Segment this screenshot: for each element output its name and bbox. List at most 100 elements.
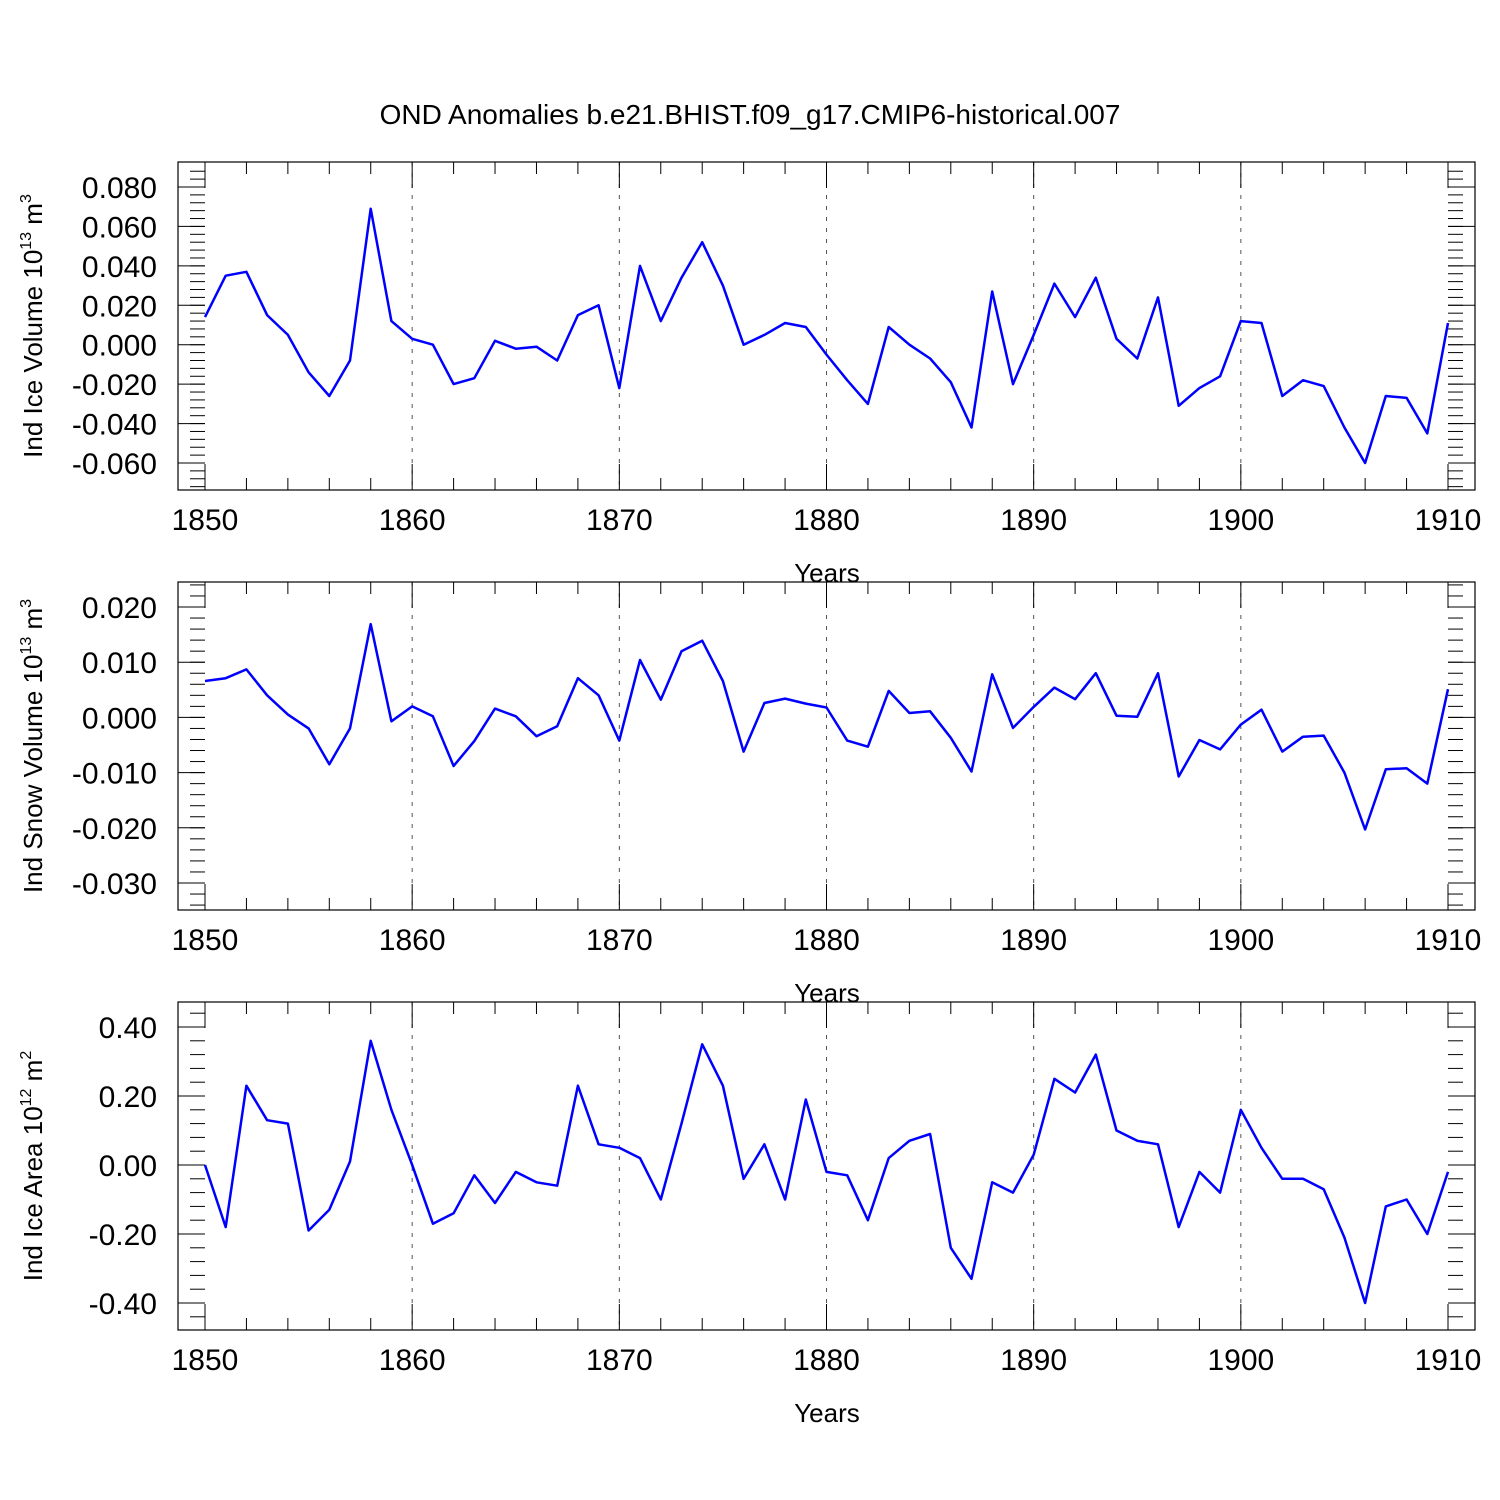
x-tick-label: 1910	[1415, 504, 1482, 537]
data-point	[1218, 374, 1222, 378]
data-point	[1011, 726, 1015, 730]
data-point	[762, 1142, 766, 1146]
data-point	[224, 1225, 228, 1229]
data-point	[493, 1201, 497, 1205]
panel-1: 1850 1860 1870 1880 1890 1900 1910 0.080 0.060 0.…	[18, 161, 1482, 588]
y-axis-label: Ind Ice Area 1012 m2	[18, 1051, 48, 1282]
data-point	[617, 739, 621, 743]
data-point	[1073, 697, 1077, 701]
x-tick-label: 1890	[1000, 504, 1067, 537]
data-point	[576, 1084, 580, 1088]
data-point	[887, 689, 891, 693]
data-point	[949, 736, 953, 740]
y-tick-label: 0.080	[82, 172, 157, 205]
data-point	[721, 284, 725, 288]
data-point	[472, 739, 476, 743]
data-point	[389, 1108, 393, 1112]
data-point	[700, 1042, 704, 1046]
data-point	[1342, 426, 1346, 430]
data-point	[1135, 1139, 1139, 1143]
data-point	[203, 315, 207, 319]
data-point	[452, 1211, 456, 1215]
data-point	[1156, 671, 1160, 675]
data-point	[1280, 750, 1284, 754]
data-point	[1280, 1177, 1284, 1181]
data-point	[1135, 357, 1139, 361]
panels-container: 1850 1860 1870 1880 1890 1900 1910 0.080 0.060 0.…	[18, 161, 1482, 1428]
data-point	[1197, 1170, 1201, 1174]
data-point	[804, 702, 808, 706]
x-tick-label: 1900	[1207, 1344, 1274, 1377]
data-point	[1342, 1235, 1346, 1239]
data-point	[659, 1198, 663, 1202]
data-point	[493, 339, 497, 343]
x-tick-label: 1850	[172, 504, 239, 537]
data-point	[1218, 747, 1222, 751]
x-tick-label: 1860	[379, 504, 446, 537]
data-point	[1032, 333, 1036, 337]
data-point	[949, 380, 953, 384]
x-tick-label: 1900	[1207, 924, 1274, 957]
data-point	[845, 1173, 849, 1177]
y-tick-label: 0.020	[82, 592, 157, 625]
y-tick-label: -0.060	[72, 448, 157, 481]
data-point	[597, 693, 601, 697]
series-line	[204, 622, 1450, 831]
data-point	[1363, 827, 1367, 831]
data-point	[845, 739, 849, 743]
data-point	[1239, 723, 1243, 727]
data-point	[638, 264, 642, 268]
data-point	[1115, 1129, 1119, 1133]
data-point	[514, 347, 518, 351]
data-point	[659, 319, 663, 323]
data-point	[369, 622, 373, 626]
data-point	[265, 1118, 269, 1122]
data-point	[928, 709, 932, 713]
data-point	[1156, 1142, 1160, 1146]
data-point	[431, 343, 435, 347]
x-tick-label: 1880	[793, 1344, 860, 1377]
data-point	[825, 1170, 829, 1174]
data-point	[1115, 337, 1119, 341]
data-point	[389, 319, 393, 323]
x-axis-label: Years	[794, 1398, 860, 1428]
data-point	[928, 357, 932, 361]
y-axis-label: Ind Ice Volume 1013 m3	[18, 194, 48, 458]
y-tick-label: 0.060	[82, 211, 157, 244]
data-point	[1301, 1177, 1305, 1181]
data-point	[389, 719, 393, 723]
series-line	[203, 1039, 1450, 1305]
y-tick-label: -0.030	[72, 868, 157, 901]
data-point	[203, 679, 207, 683]
data-point	[1425, 1232, 1429, 1236]
data-point	[1446, 1170, 1450, 1174]
x-tick-label: 1870	[586, 504, 653, 537]
data-point	[1322, 384, 1326, 388]
data-point	[679, 1122, 683, 1126]
data-point	[1425, 431, 1429, 435]
y-tick-label: 0.20	[99, 1081, 157, 1114]
data-point	[845, 378, 849, 382]
data-point	[1425, 782, 1429, 786]
data-point	[970, 769, 974, 773]
data-point	[348, 726, 352, 730]
data-point	[493, 707, 497, 711]
data-point	[1094, 1053, 1098, 1057]
data-point	[576, 313, 580, 317]
data-point	[742, 343, 746, 347]
data-point	[1342, 771, 1346, 775]
data-point	[1405, 1198, 1409, 1202]
y-tick-label: -0.010	[72, 758, 157, 791]
x-tick-label: 1900	[1207, 504, 1274, 537]
data-point	[1032, 705, 1036, 709]
data-point	[348, 358, 352, 362]
x-tick-label: 1870	[586, 1344, 653, 1377]
data-point	[224, 274, 228, 278]
data-point	[1011, 382, 1015, 386]
data-point	[1301, 378, 1305, 382]
data-point	[452, 764, 456, 768]
data-point	[907, 1139, 911, 1143]
x-tick-label: 1890	[1000, 924, 1067, 957]
data-point	[1094, 276, 1098, 280]
